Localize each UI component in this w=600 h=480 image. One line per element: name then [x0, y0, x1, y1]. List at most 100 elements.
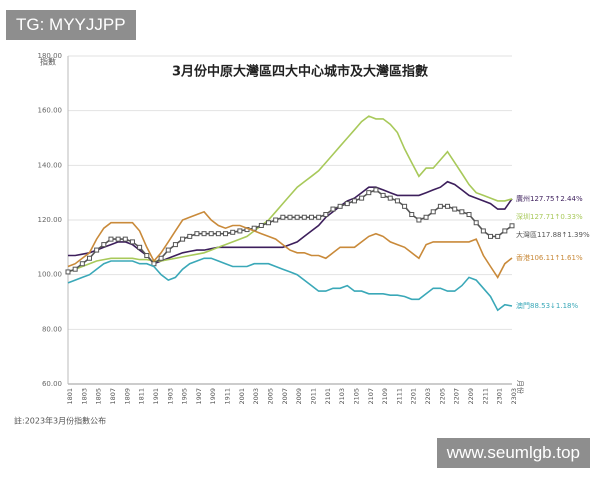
- point: [129, 239, 135, 245]
- x-tick-label: 2301: [496, 388, 504, 405]
- point: [359, 195, 365, 201]
- x-tick-label: 2303: [510, 388, 518, 405]
- point: [488, 233, 494, 239]
- x-tick-label: 2011: [309, 388, 317, 405]
- point: [137, 244, 143, 250]
- point: [445, 203, 451, 209]
- point: [65, 269, 71, 275]
- point: [258, 222, 264, 228]
- point: [466, 212, 472, 218]
- series-line: [67, 257, 513, 312]
- x-tick-label: 2211: [481, 388, 489, 405]
- point: [122, 236, 128, 242]
- point: [394, 198, 400, 204]
- point: [366, 190, 372, 196]
- point: [387, 195, 393, 201]
- x-tick-label: 2201: [410, 388, 418, 405]
- x-tick-label: 2111: [395, 388, 403, 405]
- x-tick-label: 2001: [238, 388, 246, 405]
- x-tick-label: 1807: [109, 388, 117, 405]
- y-axis-label: 指數: [40, 57, 56, 67]
- x-tick-label: 1911: [224, 388, 232, 405]
- legend-label: 廣州127.75↑2.44%: [516, 194, 583, 203]
- chart-title: 3月份中原大灣區四大中心城市及大灣區指數: [172, 64, 428, 80]
- note: 註:2023年3月份指數公布: [14, 416, 106, 426]
- x-tick-label: 1909: [209, 388, 217, 405]
- x-tick-label: 2205: [438, 388, 446, 405]
- y-tick-label: 60.00: [42, 380, 62, 388]
- point: [459, 209, 465, 215]
- x-tick-label: 2005: [267, 388, 275, 405]
- point: [180, 236, 186, 242]
- x-tick-label: 2009: [295, 388, 303, 405]
- x-tick-label: 1803: [80, 388, 88, 405]
- x-tick-label: 1809: [123, 388, 131, 405]
- x-tick-label: 2109: [381, 388, 389, 405]
- point: [330, 206, 336, 212]
- point: [351, 198, 357, 204]
- point: [108, 236, 114, 242]
- x-tick-label: 2203: [424, 388, 432, 405]
- y-tick-label: 180.00: [38, 52, 63, 60]
- y-tick-label: 120.00: [38, 216, 63, 224]
- point: [416, 217, 422, 223]
- x-tick-label: 1801: [66, 388, 74, 405]
- x-tick-label: 2207: [453, 388, 461, 405]
- legend-label: 香港106.11↑1.61%: [516, 253, 583, 262]
- point: [144, 253, 150, 259]
- point: [337, 203, 343, 209]
- point: [187, 233, 193, 239]
- watermark: www.seumlgb.top: [436, 438, 590, 468]
- legend-label: 大灣區117.88↑1.39%: [516, 230, 590, 239]
- point: [230, 229, 236, 235]
- point: [344, 201, 350, 207]
- point: [158, 255, 164, 261]
- point: [94, 247, 100, 253]
- point: [509, 223, 515, 229]
- point: [423, 214, 429, 220]
- x-tick-label: 1907: [195, 388, 203, 405]
- series-line: [67, 115, 513, 273]
- x-tick-label: 2107: [367, 388, 375, 405]
- point: [72, 266, 78, 272]
- point: [237, 228, 243, 234]
- legend-label: 澳門88.53↓1.18%: [516, 301, 578, 310]
- point: [201, 231, 207, 237]
- point: [452, 206, 458, 212]
- point: [316, 214, 322, 220]
- x-tick-label: 2209: [467, 388, 475, 405]
- point: [208, 231, 214, 237]
- x-tick-label: 1805: [95, 388, 103, 405]
- y-tick-label: 140.00: [38, 161, 63, 169]
- x-tick-label: 2007: [281, 388, 289, 405]
- x-tick-label: 1903: [166, 388, 174, 405]
- point: [308, 214, 314, 220]
- point: [194, 231, 200, 237]
- point: [115, 236, 121, 242]
- point: [430, 209, 436, 215]
- x-tick-label: 2003: [252, 388, 260, 405]
- y-tick-label: 160.00: [38, 107, 63, 115]
- x-tick-label: 1811: [138, 388, 146, 405]
- legend-label: 深圳127.71↑0.33%: [516, 212, 583, 221]
- x-tick-label: 2105: [352, 388, 360, 405]
- point: [301, 214, 307, 220]
- point: [502, 228, 508, 234]
- series-line: [68, 180, 513, 265]
- point: [480, 228, 486, 234]
- point: [473, 220, 479, 226]
- point: [294, 214, 300, 220]
- x-tick-label: 2101: [324, 388, 332, 405]
- x-tick-label: 1905: [181, 388, 189, 405]
- y-tick-label: 100.00: [38, 271, 63, 279]
- x-axis-label: 月份: [516, 380, 525, 394]
- x-tick-label: 2103: [338, 388, 346, 405]
- point: [86, 255, 92, 261]
- point: [380, 192, 386, 198]
- point: [165, 247, 171, 253]
- point: [402, 203, 408, 209]
- watermark: TG: MYYJJPP: [6, 10, 136, 40]
- x-tick-label: 1901: [152, 388, 160, 405]
